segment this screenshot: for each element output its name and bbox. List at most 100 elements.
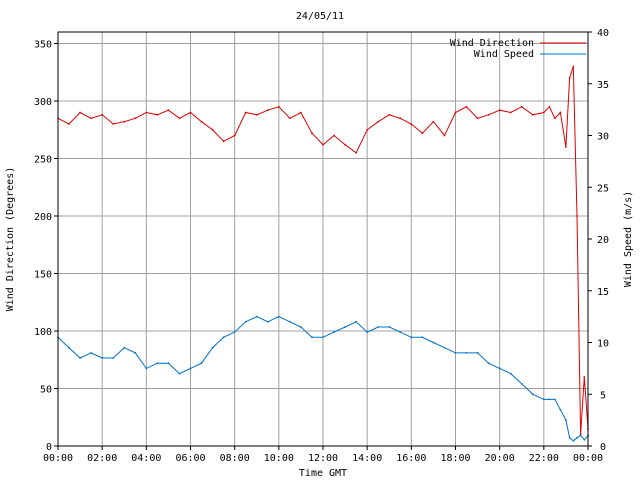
left-tick-label: 0 <box>46 442 52 453</box>
wind-speed-point <box>266 320 269 323</box>
wind-direction-point <box>568 77 571 79</box>
left-tick-label: 50 <box>40 385 52 396</box>
x-tick-label: 06:00 <box>175 453 205 464</box>
chart-title: 24/05/11 <box>296 11 344 22</box>
wind-speed-point <box>112 357 115 359</box>
right-tick-label: 35 <box>597 80 609 91</box>
wind-direction-point <box>542 111 545 114</box>
wind-speed-point <box>344 326 346 328</box>
wind-direction-point <box>559 111 562 114</box>
wind-direction-point <box>548 105 551 108</box>
left-tick-label: 150 <box>34 270 52 281</box>
wind-speed-point <box>211 346 214 349</box>
wind-speed-point <box>222 336 225 339</box>
wind-speed-point <box>498 367 501 370</box>
wind-speed-point <box>583 438 586 441</box>
wind-direction-point <box>178 117 181 120</box>
wind-speed-point <box>454 352 457 354</box>
left-tick-label: 350 <box>34 40 52 51</box>
left-tick-label: 200 <box>34 212 52 223</box>
wind-direction-point <box>377 120 380 123</box>
right-tick-label: 40 <box>597 28 609 39</box>
wind-direction-point <box>421 132 424 135</box>
wind-speed-point <box>277 315 280 318</box>
wind-direction-point <box>432 120 435 123</box>
wind-speed-point <box>568 436 571 439</box>
wind-speed-point <box>548 398 551 401</box>
wind-direction-point <box>277 105 280 108</box>
wind-speed-point <box>79 357 81 359</box>
wind-direction-point <box>355 151 357 154</box>
wind-direction-point <box>112 123 115 125</box>
wind-speed-point <box>68 346 70 349</box>
wind-direction-point <box>123 120 126 123</box>
wind-direction-point <box>211 128 214 131</box>
x-tick-label: 22:00 <box>529 453 559 464</box>
legend: Wind Direction Wind Speed <box>450 38 586 60</box>
wind-direction-point <box>222 140 225 143</box>
wind-speed-point <box>465 352 468 354</box>
wind-direction-point <box>233 134 236 137</box>
left-tick-label: 300 <box>34 97 52 108</box>
wind-direction-point <box>289 117 291 120</box>
wind-speed-point <box>101 357 104 359</box>
wind-direction-point <box>487 113 490 116</box>
x-tick-label: 10:00 <box>264 453 294 464</box>
wind-direction-point <box>134 117 137 120</box>
wind-direction-point <box>554 117 556 120</box>
wind-speed-point <box>509 372 512 375</box>
wind-speed-point <box>289 320 291 323</box>
x-tick-label: 04:00 <box>131 453 161 464</box>
wind-speed-point <box>189 367 192 370</box>
right-tick-label: 5 <box>600 390 606 401</box>
wind-direction-point <box>520 105 523 108</box>
legend-wind-direction-label: Wind Direction <box>450 38 534 49</box>
x-tick-label: 12:00 <box>308 453 338 464</box>
wind-direction-point <box>443 134 446 137</box>
wind-direction-point <box>583 376 586 378</box>
right-axis-label: Wind Speed (m/s) <box>623 191 634 287</box>
wind-direction-point <box>531 113 534 116</box>
wind-direction-point <box>79 111 81 114</box>
wind-direction-point <box>476 117 479 120</box>
wind-speed-point <box>233 331 236 333</box>
wind-speed-point <box>200 362 203 365</box>
wind-speed-point <box>156 362 159 365</box>
wind-speed-point <box>531 393 534 396</box>
x-axis-label: Time GMT <box>299 468 347 479</box>
grid-lines <box>58 32 588 446</box>
x-tick-label: 08:00 <box>220 453 250 464</box>
right-tick-label: 10 <box>597 339 609 350</box>
x-tick-label: 16:00 <box>396 453 426 464</box>
wind-speed-point <box>244 320 247 323</box>
wind-speed-point <box>565 419 567 421</box>
wind-direction-point <box>333 134 335 137</box>
wind-speed-point <box>443 346 446 349</box>
wind-direction-point <box>167 109 170 112</box>
wind-direction-point <box>255 113 258 116</box>
right-tick-label: 25 <box>597 183 609 194</box>
wind-speed-point <box>399 331 402 333</box>
wind-speed-point <box>476 352 479 354</box>
wind-speed-point <box>421 336 424 339</box>
x-tick-label: 02:00 <box>87 453 117 464</box>
wind-direction-point <box>145 111 148 114</box>
wind-direction-point <box>344 143 346 146</box>
wind-speed-point <box>388 326 391 328</box>
wind-direction-point <box>565 146 567 148</box>
wind-direction-point <box>388 113 391 116</box>
wind-speed-point <box>520 383 523 385</box>
wind-speed-point <box>333 331 335 333</box>
x-axis-ticks: 00:00 02:00 04:00 06:00 08:00 10:00 12:00 14:00… <box>43 446 603 464</box>
wind-direction-point <box>399 117 402 120</box>
left-tick-label: 100 <box>34 327 52 338</box>
left-tick-label: 250 <box>34 155 52 166</box>
wind-speed-point <box>410 336 413 339</box>
wind-speed-point <box>134 352 137 354</box>
left-axis-ticks: 0 50 100 150 200 250 300 350 <box>34 40 58 453</box>
wind-direction-point <box>68 123 70 125</box>
wind-direction-point <box>156 113 159 116</box>
wind-speed-point <box>576 436 578 439</box>
wind-speed-point <box>90 352 92 354</box>
